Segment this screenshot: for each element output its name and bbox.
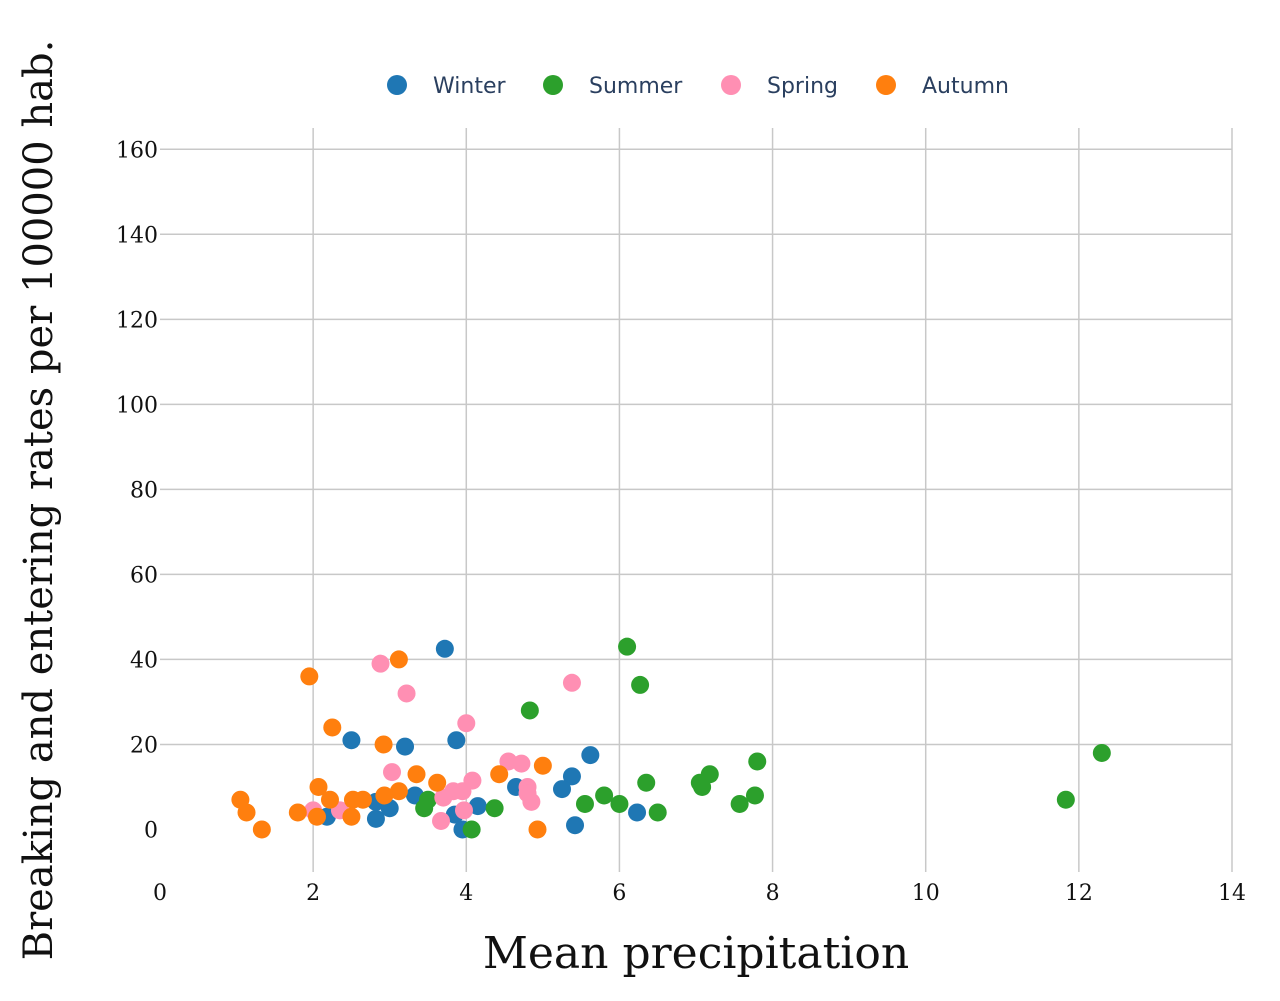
- data-point: [454, 801, 473, 820]
- series-autumn: [231, 650, 552, 839]
- legend-item-winter[interactable]: Winter: [387, 74, 506, 99]
- data-point: [453, 782, 472, 801]
- x-tick-label: 4: [459, 881, 473, 906]
- data-point: [1056, 790, 1075, 809]
- data-point: [648, 803, 667, 822]
- legend-item-summer[interactable]: Summer: [543, 74, 683, 99]
- data-point: [637, 773, 656, 792]
- y-tick-label: 160: [116, 138, 158, 163]
- x-tick-label: 8: [766, 881, 780, 906]
- y-tick-label: 120: [116, 308, 158, 333]
- data-point: [383, 763, 402, 782]
- data-point: [371, 654, 390, 673]
- legend-label: Summer: [589, 74, 683, 99]
- data-point: [353, 790, 372, 809]
- x-tick-label: 12: [1065, 881, 1093, 906]
- legend[interactable]: Winter Summer Spring Autumn: [387, 74, 1009, 99]
- x-tick-label: 10: [912, 881, 940, 906]
- y-tick-label: 40: [130, 648, 158, 673]
- data-point: [520, 701, 539, 720]
- y-tick-label: 100: [116, 393, 158, 418]
- data-point: [389, 782, 408, 801]
- data-point: [342, 731, 361, 750]
- data-point: [533, 756, 552, 775]
- data-point: [396, 737, 415, 756]
- data-point: [528, 820, 547, 839]
- data-point: [288, 803, 307, 822]
- data-point: [407, 765, 426, 784]
- y-tick-label: 60: [130, 563, 158, 588]
- data-point: [323, 718, 342, 737]
- x-tick-label: 6: [612, 881, 626, 906]
- legend-item-spring[interactable]: Spring: [721, 74, 838, 99]
- data-point: [518, 784, 537, 803]
- y-axis-title: Breaking and entering rates per 100000 h…: [16, 40, 62, 961]
- data-point: [595, 786, 614, 805]
- data-point: [366, 809, 385, 828]
- x-tick-label: 14: [1218, 881, 1246, 906]
- y-tick-label: 20: [130, 733, 158, 758]
- data-point: [300, 667, 319, 686]
- data-point: [374, 735, 393, 754]
- data-point: [553, 780, 571, 799]
- data-point: [435, 639, 454, 658]
- legend-marker: [543, 75, 563, 95]
- legend-label: Spring: [767, 74, 838, 99]
- legend-marker: [876, 75, 896, 95]
- data-point: [485, 799, 504, 818]
- legend-label: Winter: [433, 74, 506, 99]
- data-point: [631, 675, 650, 694]
- data-point: [562, 673, 581, 692]
- legend-label: Autumn: [922, 74, 1009, 99]
- data-point: [462, 820, 481, 839]
- data-point: [628, 803, 647, 822]
- data-point: [342, 807, 361, 826]
- y-tick-label: 0: [144, 818, 158, 843]
- y-tick-label: 140: [116, 223, 158, 248]
- data-points: [231, 637, 1111, 839]
- legend-item-autumn[interactable]: Autumn: [876, 74, 1009, 99]
- y-tick-label: 80: [130, 478, 158, 503]
- data-point: [447, 731, 466, 750]
- data-point: [566, 816, 585, 835]
- data-point: [309, 777, 328, 796]
- data-point: [237, 803, 256, 822]
- data-point: [1092, 743, 1111, 762]
- data-point: [512, 754, 531, 773]
- data-point: [434, 788, 453, 807]
- x-tick-label: 0: [153, 881, 167, 906]
- data-point: [432, 811, 451, 830]
- x-axis-title: Mean precipitation: [483, 928, 909, 979]
- data-point: [730, 794, 749, 813]
- data-point: [748, 752, 767, 771]
- data-point: [428, 773, 447, 792]
- data-point: [468, 797, 487, 816]
- data-point: [419, 790, 437, 809]
- series-winter: [317, 639, 647, 839]
- data-point: [618, 637, 637, 656]
- data-point: [320, 790, 339, 809]
- legend-marker: [721, 75, 741, 95]
- data-point: [581, 746, 600, 765]
- data-point: [745, 786, 764, 805]
- data-point: [562, 767, 581, 786]
- data-point: [457, 714, 476, 733]
- grid-lines: [160, 128, 1233, 872]
- data-point: [389, 650, 408, 669]
- data-point: [252, 820, 271, 839]
- data-point: [610, 794, 629, 813]
- data-point: [307, 807, 326, 826]
- series-summer: [415, 637, 1111, 839]
- legend-marker: [387, 75, 407, 95]
- data-point: [693, 777, 712, 796]
- data-point: [397, 684, 416, 703]
- x-tick-label: 2: [306, 881, 320, 906]
- data-point: [575, 794, 594, 813]
- data-point: [375, 786, 394, 805]
- data-point: [490, 765, 509, 784]
